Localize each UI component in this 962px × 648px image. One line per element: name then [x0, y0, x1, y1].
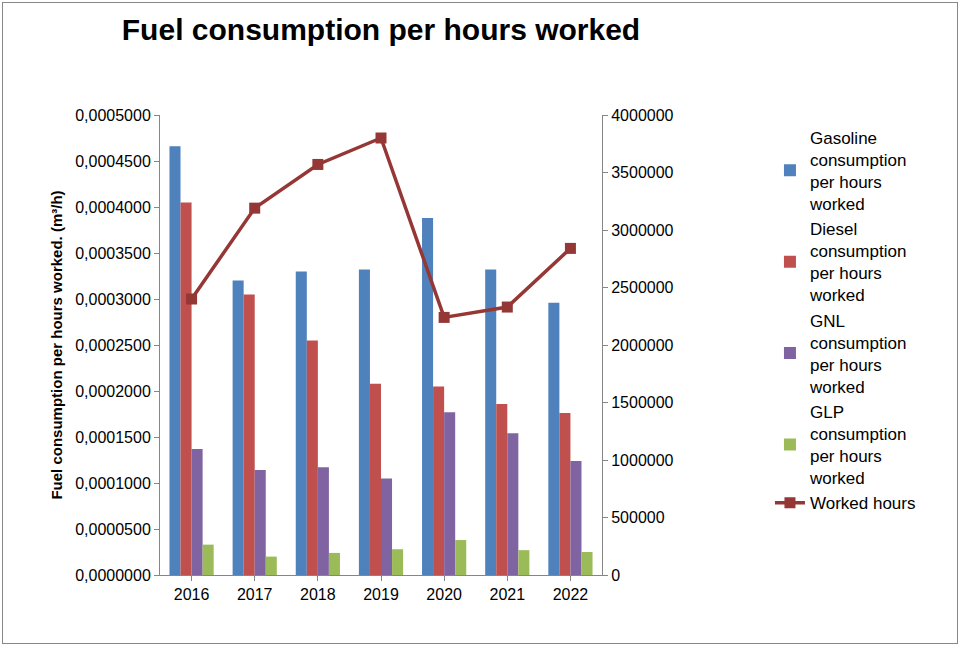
svg-text:0,0000000: 0,0000000	[75, 567, 151, 584]
svg-text:2021: 2021	[489, 586, 525, 603]
svg-text:Dieselconsumptionper hourswork: Dieselconsumptionper hoursworked	[809, 220, 906, 305]
svg-text:2016: 2016	[174, 586, 210, 603]
svg-text:0,0003000: 0,0003000	[75, 291, 151, 308]
svg-text:2000000: 2000000	[611, 337, 673, 354]
svg-text:Worked hours: Worked hours	[810, 494, 916, 513]
svg-text:0,0000500: 0,0000500	[75, 521, 151, 538]
svg-text:0,0001000: 0,0001000	[75, 475, 151, 492]
svg-text:2019: 2019	[363, 586, 399, 603]
svg-text:1500000: 1500000	[611, 394, 673, 411]
svg-text:2018: 2018	[300, 586, 336, 603]
svg-text:0,0002000: 0,0002000	[75, 383, 151, 400]
svg-text:0,0002500: 0,0002500	[75, 337, 151, 354]
svg-text:0,0004500: 0,0004500	[75, 153, 151, 170]
svg-text:GLPconsumptionper hoursworked: GLPconsumptionper hoursworked	[809, 403, 906, 488]
svg-text:0,0005000: 0,0005000	[75, 107, 151, 124]
svg-text:Gasolineconsumptionper hourswo: Gasolineconsumptionper hoursworked	[809, 129, 906, 214]
svg-text:Fuel consumption per hours wor: Fuel consumption per hours worked	[122, 13, 640, 46]
svg-text:0,0003500: 0,0003500	[75, 245, 151, 262]
svg-text:2017: 2017	[237, 586, 273, 603]
svg-text:1000000: 1000000	[611, 452, 673, 469]
svg-text:3500000: 3500000	[611, 164, 673, 181]
svg-text:3000000: 3000000	[611, 222, 673, 239]
svg-text:GNLconsumptionper hoursworked: GNLconsumptionper hoursworked	[809, 312, 906, 397]
svg-text:2020: 2020	[426, 586, 462, 603]
svg-text:0: 0	[611, 567, 620, 584]
svg-text:0,0004000: 0,0004000	[75, 199, 151, 216]
svg-text:4000000: 4000000	[611, 107, 673, 124]
svg-text:0,0001500: 0,0001500	[75, 429, 151, 446]
svg-text:2022: 2022	[553, 586, 589, 603]
svg-text:2500000: 2500000	[611, 279, 673, 296]
svg-text:Fuel consumption per hours wor: Fuel consumption per hours worked. (m³/h…	[48, 190, 65, 499]
svg-text:500000: 500000	[611, 509, 664, 526]
